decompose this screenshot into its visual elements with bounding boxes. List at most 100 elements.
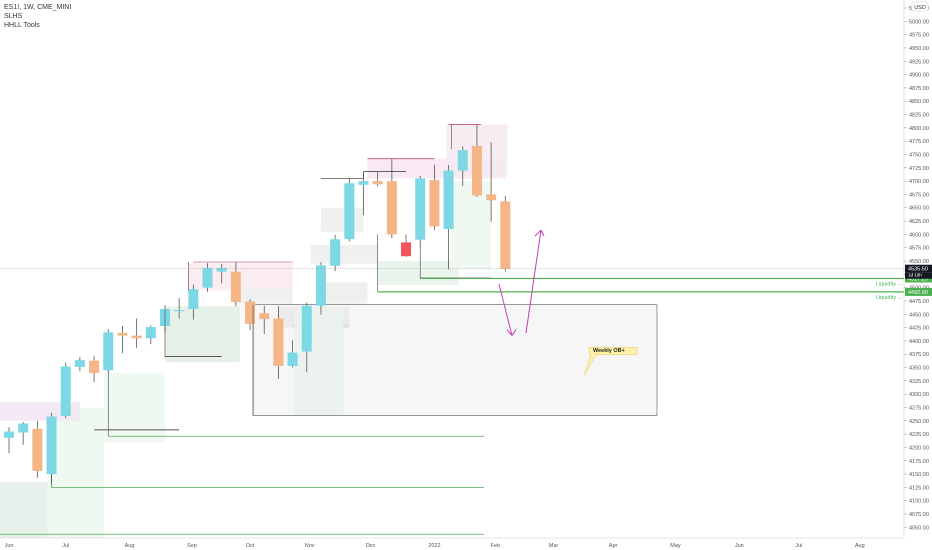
candle-body-20: [287, 352, 298, 366]
weekly-ob-box: [252, 304, 658, 416]
y-tick-label-17: 4600.00: [909, 232, 929, 238]
callout-bubble: [583, 347, 638, 376]
candle-body-26: [372, 181, 383, 185]
x-tick-label-9: Mar: [549, 543, 559, 549]
y-tick-label-1: 5000.00: [909, 19, 929, 25]
y-tick-label-28: 4325.00: [909, 379, 929, 385]
candle-31: [443, 165, 454, 270]
legend-indicator-hhll[interactable]: HHLL Tools: [4, 22, 40, 29]
candle-18: [259, 305, 270, 334]
y-tick-label-27: 4350.00: [909, 366, 929, 372]
x-tick-label-1: Jul: [62, 543, 69, 549]
ob-zone-16: [450, 181, 492, 269]
x-tick-label-4: Oct: [246, 543, 255, 549]
candle-body-6: [89, 360, 100, 373]
candle-body-25: [358, 181, 369, 185]
candle-15: [216, 263, 227, 284]
x-tick-label-7: 2022: [428, 543, 440, 549]
y-tick-label-7: 4850.00: [909, 99, 929, 105]
candle-30: [429, 164, 440, 231]
candle-body-22: [315, 265, 326, 306]
y-tick-label-33: 4200.00: [909, 445, 929, 451]
candle-body-15: [216, 267, 227, 272]
y-tick-label-11: 4750.00: [909, 152, 929, 158]
candle-13: [188, 284, 199, 320]
y-tick-label-34: 4175.00: [909, 459, 929, 465]
candle-body-31: [443, 170, 454, 230]
x-tick-label-8: Feb: [491, 543, 500, 549]
candle-body-7: [103, 332, 114, 371]
projection-arrows: [498, 229, 545, 336]
price-label-liquidity-1: 4517.25: [908, 276, 928, 282]
currency-badge: USD: [911, 1, 929, 12]
legend-symbol[interactable]: ES1!, 1W, CME_MINI: [4, 4, 72, 11]
ob-zone-10: [320, 282, 368, 304]
candle-24: [344, 178, 355, 242]
y-tick-label-39: 4050.00: [909, 525, 929, 531]
candle-body-4: [60, 366, 71, 417]
y-tick-label-38: 4075.00: [909, 512, 929, 518]
overlay-layer: Liquidity → Liquidity → Weekly OB+: [0, 124, 904, 535]
candle-body-19: [273, 318, 284, 366]
candle-body-2: [32, 428, 43, 471]
x-tick-label-11: May: [670, 543, 681, 549]
y-tick-label-13: 4700.00: [909, 179, 929, 185]
x-tick-label-12: Jun: [735, 543, 744, 549]
candle-21: [301, 302, 312, 373]
candle-body-10: [145, 327, 156, 339]
legend-indicator-slhs[interactable]: SLHS: [4, 13, 23, 20]
candle-body-24: [344, 183, 355, 240]
y-tick-label-30: 4275.00: [909, 405, 929, 411]
candle-27: [386, 158, 397, 239]
candle-body-13: [188, 289, 199, 309]
x-tick-label-0: Jun: [5, 543, 14, 549]
candle-0: [4, 427, 14, 454]
candle-body-30: [429, 180, 440, 227]
y-tick-label-25: 4400.00: [909, 339, 929, 345]
candle-body-14: [202, 267, 213, 288]
candle-22: [315, 262, 326, 315]
y-tick-label-36: 4125.00: [909, 485, 929, 491]
candle-14: [202, 263, 213, 292]
candle-body-17: [245, 301, 256, 324]
candle-2: [32, 420, 43, 478]
candle-body-35: [500, 201, 511, 269]
y-tick-label-3: 4950.00: [909, 46, 929, 52]
candle-body-12: [174, 310, 185, 312]
y-tick-label-5: 4900.00: [909, 73, 929, 79]
y-tick-label-22: 4475.00: [909, 299, 929, 305]
y-tick-label-32: 4225.00: [909, 432, 929, 438]
candle-20: [287, 340, 298, 368]
candle-body-23: [330, 239, 341, 266]
price-label-countdown: 1d 19h: [908, 273, 922, 278]
callout-text: Weekly OB+: [593, 348, 625, 354]
y-tick-label-26: 4375.00: [909, 352, 929, 358]
candles-layer: [4, 124, 511, 484]
liquidity-label-1: Liquidity →: [876, 281, 903, 287]
ob-zone-1: [47, 407, 105, 538]
y-tick-label-35: 4150.00: [909, 472, 929, 478]
candle-35: [500, 196, 511, 272]
candle-body-21: [301, 305, 312, 352]
candle-10: [145, 325, 156, 345]
x-tick-label-6: Dec: [366, 543, 376, 549]
y-tick-label-8: 4825.00: [909, 113, 929, 119]
candle-6: [89, 355, 100, 382]
candle-3: [46, 412, 57, 484]
candle-33: [471, 124, 482, 198]
candle-body-18: [259, 313, 270, 320]
candle-34: [486, 142, 497, 222]
x-tick-label-3: Sep: [187, 543, 197, 549]
x-tick-label-10: Apr: [609, 543, 618, 549]
candle-23: [330, 234, 341, 272]
ob-zone-4: [0, 402, 80, 421]
candle-5: [74, 356, 85, 372]
ob-zone-14: [377, 261, 459, 285]
x-tick-label-2: Aug: [125, 543, 135, 549]
y-tick-label-24: 4425.00: [909, 326, 929, 332]
y-tick-label-15: 4650.00: [909, 206, 929, 212]
y-tick-label-14: 4675.00: [909, 192, 929, 198]
